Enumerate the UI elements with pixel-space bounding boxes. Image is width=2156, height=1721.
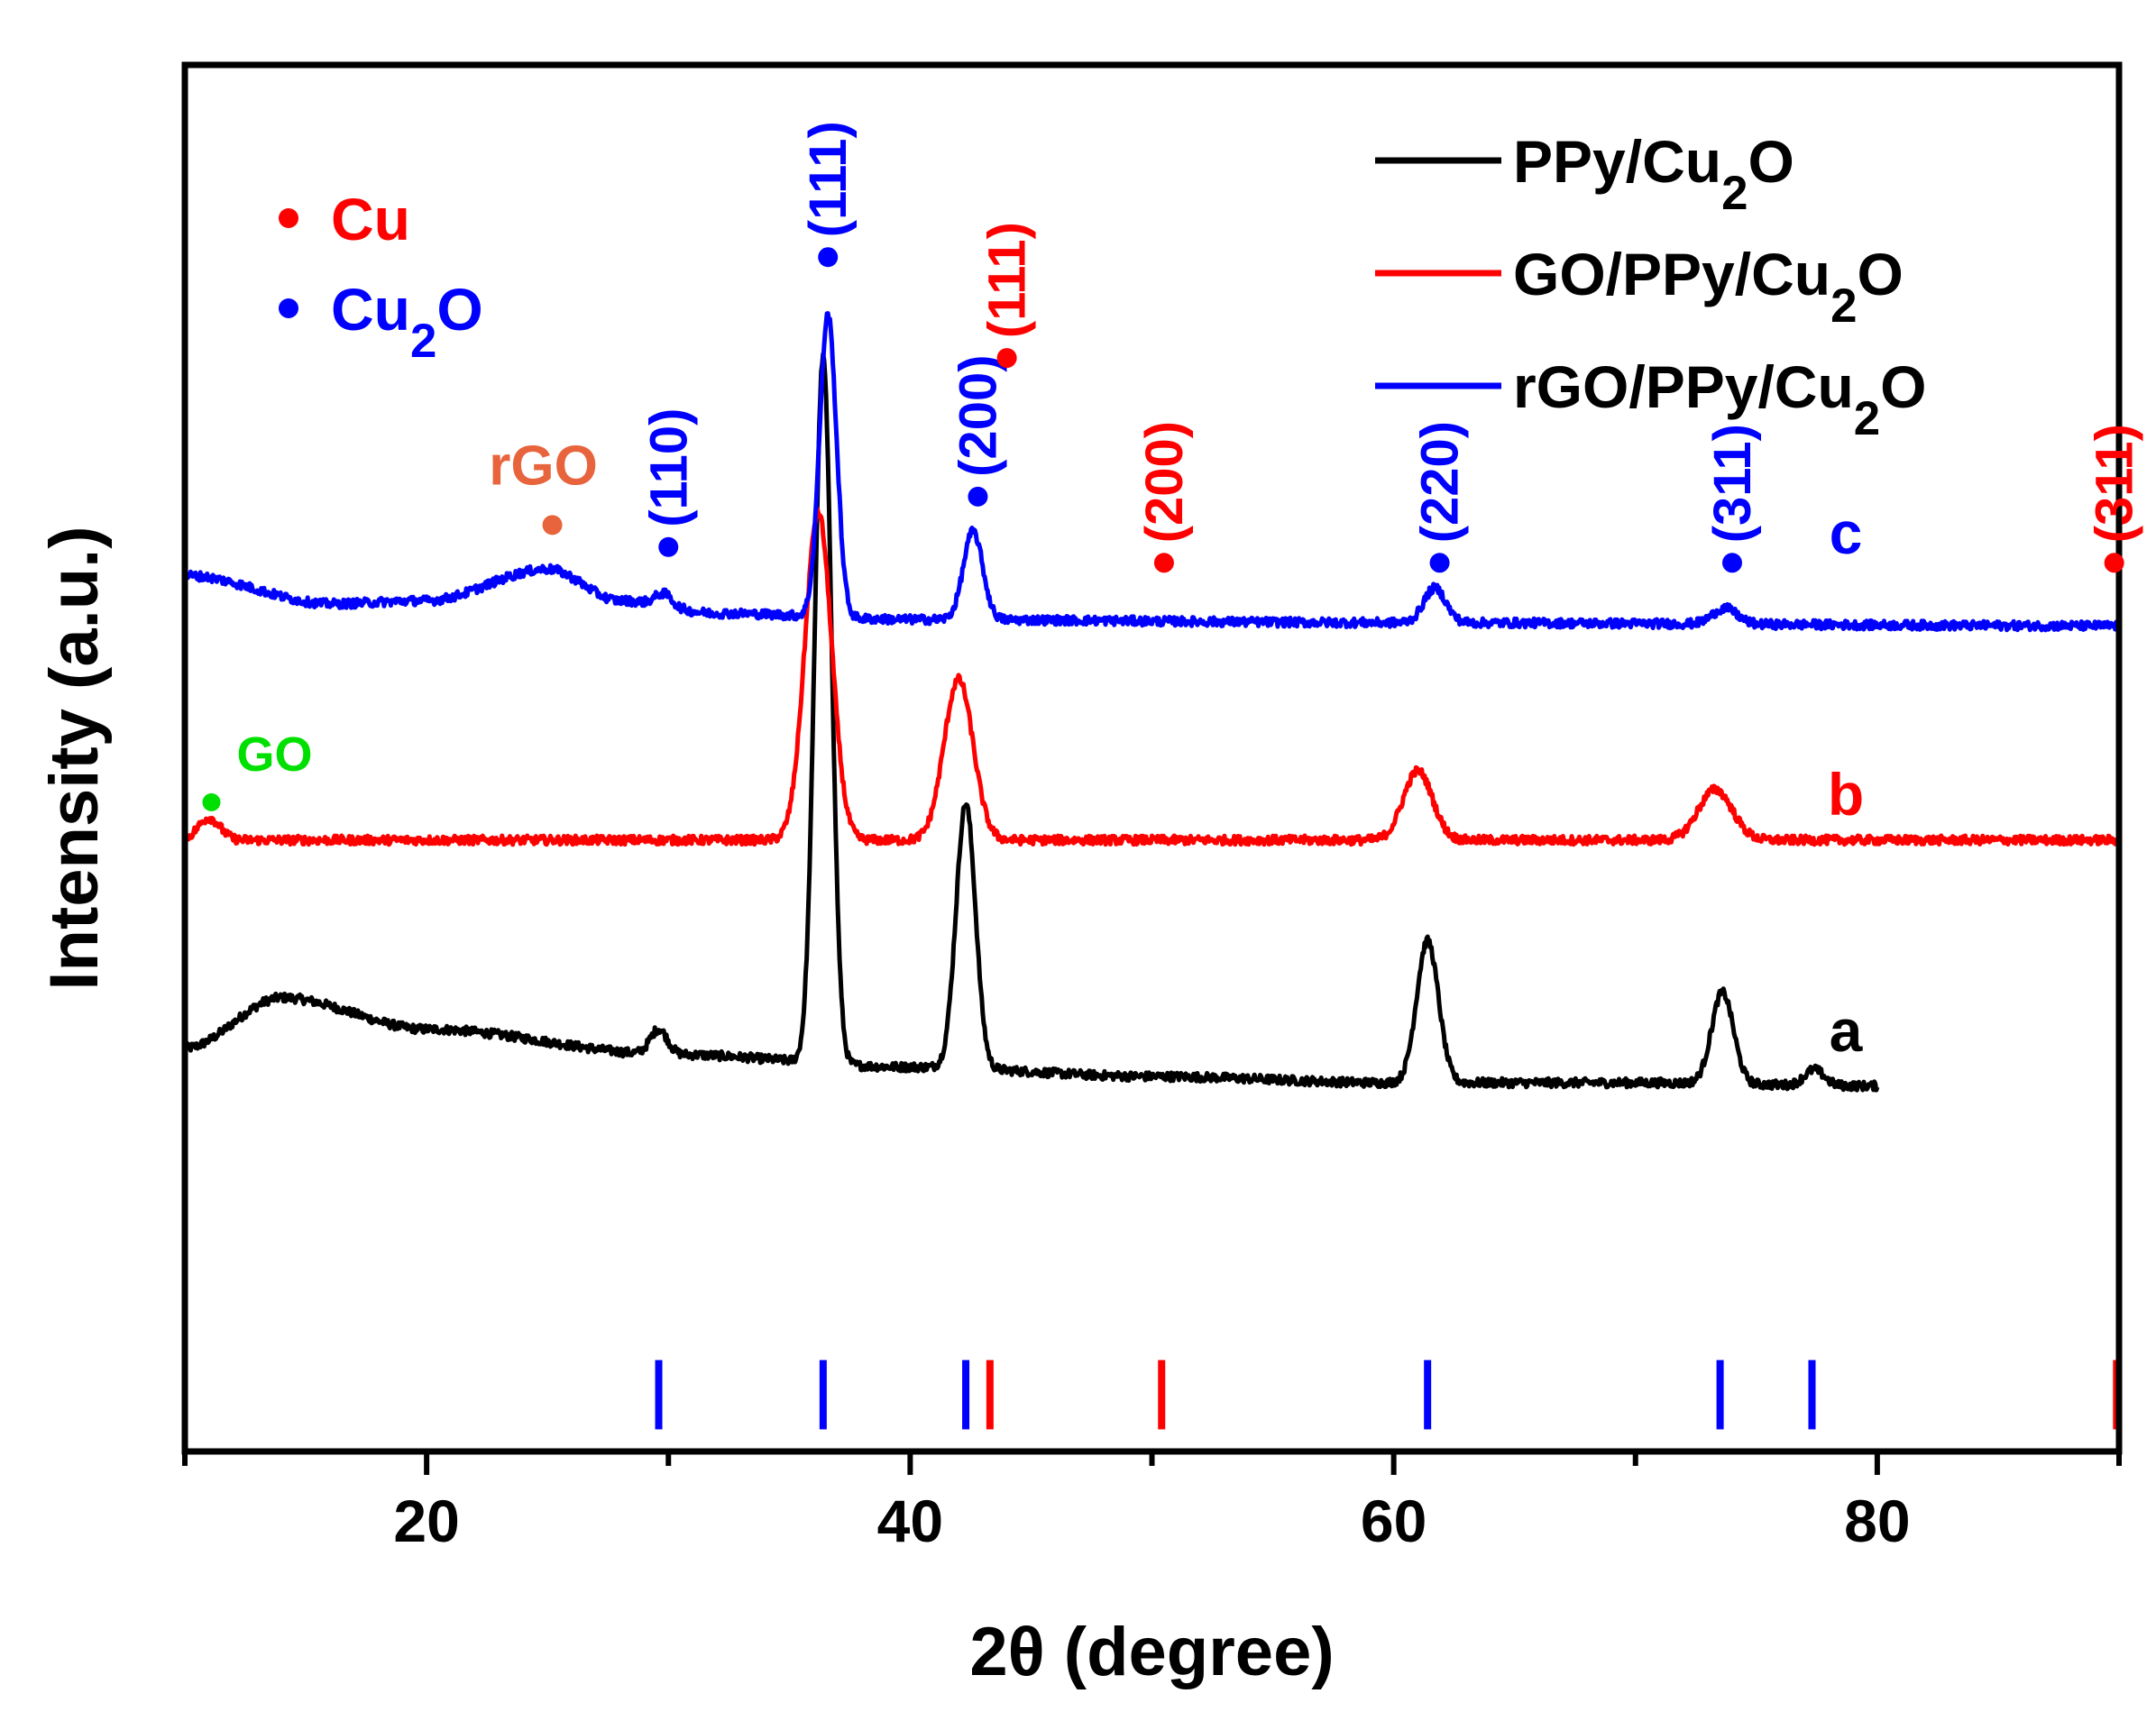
- peak-label: (220): [1411, 421, 1470, 543]
- point-label: GO: [236, 728, 312, 782]
- peak-label: (111): [799, 121, 858, 237]
- legend-label: GO/PPy/Cu2O: [1513, 241, 1904, 333]
- marker-legend-label: Cu: [331, 186, 410, 252]
- marker-legend-label: Cu2O: [331, 276, 483, 368]
- peak-label: (200): [949, 354, 1007, 476]
- annotations: (110) (111) (200) (111) (200) (220) (311) (311)…: [202, 121, 2144, 1064]
- y-axis-title: Intensity (a.u.): [36, 526, 113, 990]
- x-tick-label: 60: [1361, 1488, 1427, 1554]
- peak-marker: [1153, 553, 1174, 573]
- peak-marker: [996, 348, 1017, 369]
- series-line: [182, 352, 1880, 1093]
- reference-lines: [655, 1359, 2121, 1430]
- curve-tag: a: [1830, 997, 1864, 1064]
- peak-label: (110): [639, 408, 698, 527]
- series-line: [182, 311, 2122, 633]
- peak-label: (111): [978, 222, 1037, 338]
- curve-tag: b: [1828, 761, 1864, 828]
- peak-label: (311): [1703, 424, 1762, 543]
- legend-label: rGO/PPy/Cu2O: [1513, 353, 1926, 445]
- legend-label: PPy/Cu2O: [1513, 128, 1794, 220]
- series-line: [182, 507, 2121, 847]
- curve-tag: c: [1830, 499, 1863, 566]
- point-marker: [542, 515, 563, 536]
- x-axis-ticks: 20 40 60 80: [182, 1451, 2122, 1554]
- x-tick-label: 40: [877, 1488, 943, 1554]
- point-label: rGO: [489, 435, 598, 497]
- peak-label: (200): [1135, 421, 1194, 543]
- peak-marker: [968, 486, 988, 507]
- marker-legend: Cu Cu2O: [279, 186, 483, 368]
- marker-legend-dot: [279, 298, 298, 318]
- peak-marker: [1429, 553, 1450, 573]
- peak-marker: [818, 247, 839, 268]
- series-curves: [182, 311, 2122, 1093]
- x-tick-label: 20: [393, 1488, 459, 1554]
- x-axis-title: 2θ (degree): [969, 1614, 1334, 1690]
- peak-marker: [1722, 553, 1742, 573]
- legend: PPy/Cu2O GO/PPy/Cu2O rGO/PPy/Cu2O: [1375, 128, 1926, 445]
- x-tick-label: 80: [1844, 1488, 1910, 1554]
- peak-marker: [658, 536, 679, 557]
- peak-marker: [2104, 553, 2124, 573]
- point-marker: [202, 792, 221, 811]
- marker-legend-dot: [279, 208, 298, 228]
- peak-label: (311): [2086, 424, 2144, 543]
